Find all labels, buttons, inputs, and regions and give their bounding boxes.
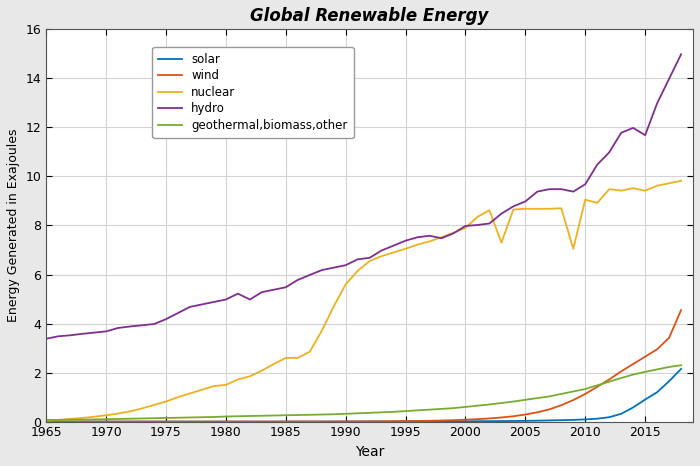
wind bbox=[473, 417, 482, 422]
geothermal,biomass,other bbox=[281, 412, 290, 418]
hydro bbox=[426, 233, 434, 239]
solar bbox=[150, 419, 158, 425]
nuclear bbox=[677, 178, 685, 184]
nuclear bbox=[473, 214, 482, 219]
geothermal,biomass,other bbox=[42, 417, 50, 423]
Line: nuclear: nuclear bbox=[46, 181, 681, 421]
nuclear bbox=[389, 250, 398, 255]
solar bbox=[281, 419, 290, 425]
hydro bbox=[42, 336, 50, 342]
hydro bbox=[389, 243, 398, 248]
wind bbox=[414, 418, 422, 424]
solar bbox=[677, 366, 685, 372]
wind bbox=[281, 419, 290, 425]
Legend: solar, wind, nuclear, hydro, geothermal,biomass,other: solar, wind, nuclear, hydro, geothermal,… bbox=[153, 47, 354, 138]
Line: wind: wind bbox=[46, 310, 681, 422]
hydro bbox=[414, 234, 422, 240]
solar bbox=[414, 418, 422, 424]
Y-axis label: Energy Generated in Exajoules: Energy Generated in Exajoules bbox=[7, 129, 20, 322]
hydro bbox=[281, 284, 290, 290]
geothermal,biomass,other bbox=[426, 407, 434, 412]
wind bbox=[389, 418, 398, 424]
hydro bbox=[677, 52, 685, 57]
solar bbox=[42, 419, 50, 425]
hydro bbox=[150, 321, 158, 327]
nuclear bbox=[42, 418, 50, 424]
solar bbox=[389, 418, 398, 424]
solar bbox=[426, 418, 434, 424]
Title: Global Renewable Energy: Global Renewable Energy bbox=[251, 7, 489, 25]
nuclear bbox=[426, 239, 434, 244]
nuclear bbox=[414, 242, 422, 247]
Line: geothermal,biomass,other: geothermal,biomass,other bbox=[46, 365, 681, 420]
nuclear bbox=[281, 355, 290, 361]
X-axis label: Year: Year bbox=[355, 445, 384, 459]
geothermal,biomass,other bbox=[473, 403, 482, 409]
wind bbox=[677, 307, 685, 313]
Line: hydro: hydro bbox=[46, 55, 681, 339]
wind bbox=[426, 418, 434, 424]
nuclear bbox=[150, 402, 158, 408]
solar bbox=[473, 418, 482, 424]
geothermal,biomass,other bbox=[150, 415, 158, 421]
wind bbox=[150, 419, 158, 425]
geothermal,biomass,other bbox=[677, 363, 685, 368]
geothermal,biomass,other bbox=[389, 409, 398, 415]
Line: solar: solar bbox=[46, 369, 681, 422]
wind bbox=[42, 419, 50, 425]
geothermal,biomass,other bbox=[414, 408, 422, 413]
hydro bbox=[473, 222, 482, 228]
